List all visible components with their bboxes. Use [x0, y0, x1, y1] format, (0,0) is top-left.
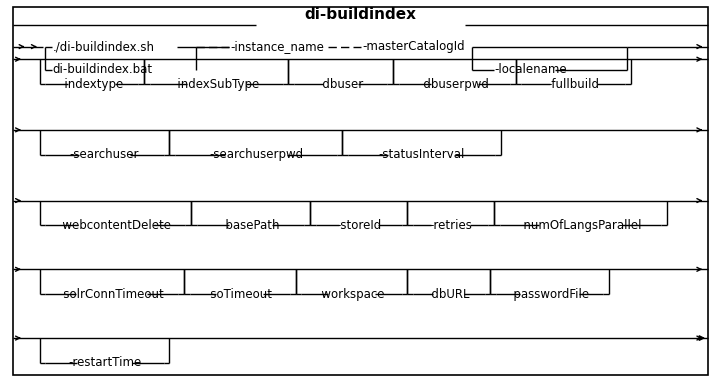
- Text: -indextype: -indextype: [61, 78, 123, 91]
- Text: -basePath: -basePath: [221, 219, 280, 232]
- Text: -instance_name: -instance_name: [231, 40, 324, 53]
- Text: -searchuser: -searchuser: [70, 148, 139, 161]
- Text: -searchuserpwd: -searchuserpwd: [209, 148, 303, 161]
- Text: -workspace: -workspace: [318, 288, 385, 301]
- Text: -restartTime: -restartTime: [68, 356, 141, 369]
- Text: -localename: -localename: [495, 63, 567, 76]
- Text: -dbuserpwd: -dbuserpwd: [420, 78, 489, 91]
- Text: -indexSubType: -indexSubType: [173, 78, 260, 91]
- Text: -soTimeout: -soTimeout: [207, 288, 273, 301]
- Text: -storeId: -storeId: [336, 219, 381, 232]
- Text: -masterCatalogId: -masterCatalogId: [362, 40, 464, 53]
- Text: -numOfLangsParallel: -numOfLangsParallel: [519, 219, 642, 232]
- Text: -webcontentDelete: -webcontentDelete: [59, 219, 172, 232]
- Text: di-buildindex: di-buildindex: [304, 7, 417, 22]
- Text: -retries: -retries: [429, 219, 472, 232]
- Text: -passwordFile: -passwordFile: [510, 288, 590, 301]
- Text: di-buildindex.bat: di-buildindex.bat: [53, 63, 153, 76]
- Text: -dbuser: -dbuser: [318, 78, 363, 91]
- Text: -statusInterval: -statusInterval: [379, 148, 465, 161]
- Text: -fullbuild: -fullbuild: [547, 78, 599, 91]
- Text: ./di-buildindex.sh: ./di-buildindex.sh: [53, 40, 154, 53]
- Text: -solrConnTimeout: -solrConnTimeout: [59, 288, 164, 301]
- Text: -dbURL: -dbURL: [428, 288, 470, 301]
